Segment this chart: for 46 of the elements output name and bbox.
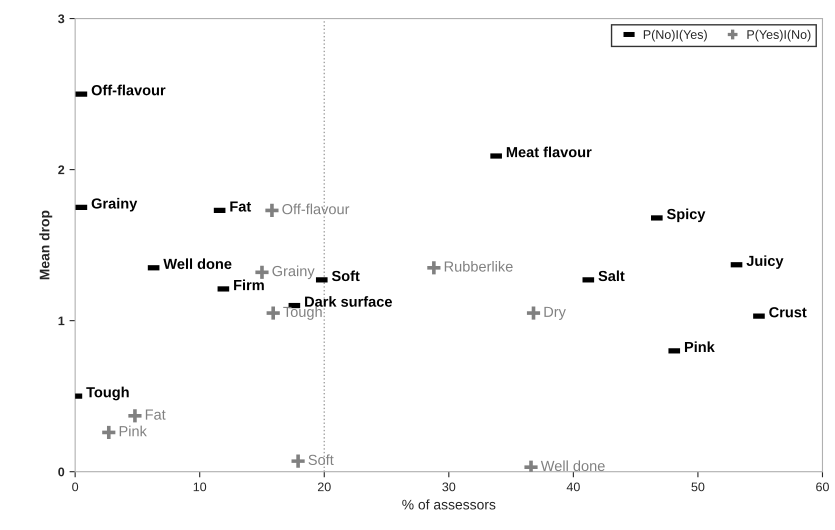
point (126, 407, 144, 424)
data-label: Off-flavour (282, 204, 350, 214)
data-label: Dry (544, 306, 566, 320)
point (525, 304, 542, 322)
data-label: Well done (540, 460, 605, 472)
data-label: Juicy (746, 255, 784, 269)
legend-label: P(Yes)I(No) (747, 30, 810, 42)
point (425, 259, 442, 276)
x-tick-label: 50 (691, 482, 704, 492)
data-label: Tough (86, 386, 129, 400)
x-tick-label: 40 (566, 482, 580, 492)
x-tick-label: 60 (816, 482, 829, 492)
y-tick-label: 2 (58, 165, 64, 174)
point (254, 264, 270, 281)
point (100, 424, 118, 441)
data-label: Crust (769, 307, 807, 318)
data-label: Soft (308, 454, 334, 466)
data-label: Fat (146, 410, 166, 420)
data-label: Tough (283, 306, 322, 320)
data-label: Meat flavour (506, 146, 592, 158)
data-label: Well done (163, 258, 232, 270)
data-label: Firm (234, 280, 264, 290)
data-label: Fat (230, 201, 252, 212)
point (264, 202, 280, 219)
data-label: Pink (120, 426, 147, 436)
x-tick-label: 20 (318, 482, 331, 492)
data-label: Spicy (666, 208, 706, 222)
legend-label: P(No)I(Yes) (644, 30, 707, 42)
x-tick-label: 0 (72, 482, 78, 492)
x-axis-title: % of assessors (402, 499, 496, 510)
data-label: Dark surface (305, 296, 392, 307)
y-tick-label: 1 (58, 316, 64, 326)
point (264, 304, 282, 322)
data-label: Salt (598, 270, 625, 282)
y-tick-label: 3 (58, 14, 64, 24)
data-label: Soft (332, 270, 360, 282)
data-label: Grainy (272, 266, 315, 280)
data-label: Grainy (92, 198, 138, 212)
point (290, 452, 306, 470)
data-label: Off-flavour (92, 84, 166, 96)
data-label: Rubberlike (444, 260, 513, 272)
data-label: Pink (684, 341, 715, 352)
y-axis-title: Mean drop (39, 210, 52, 280)
x-tick-label: 10 (194, 482, 206, 492)
y-tick-label: 0 (58, 468, 64, 476)
x-tick-label: 30 (442, 482, 456, 492)
